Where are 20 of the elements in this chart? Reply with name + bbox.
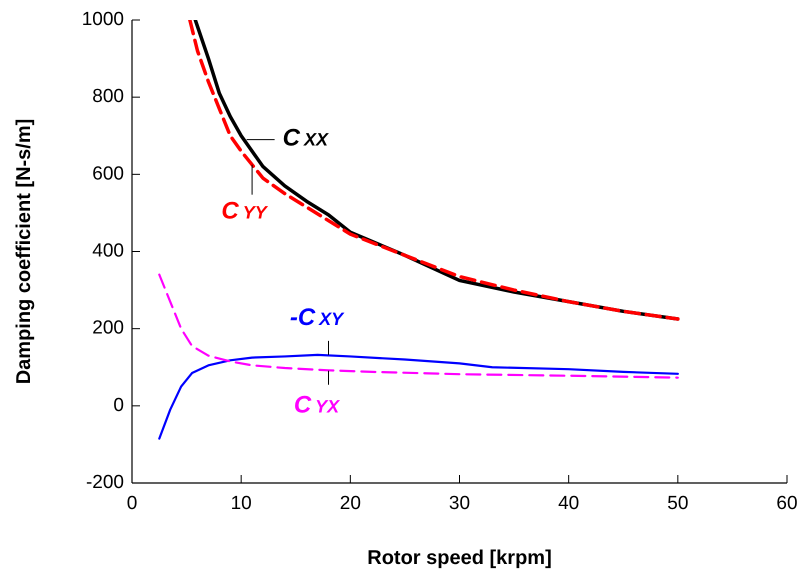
x-tick-label: 10 <box>230 493 252 514</box>
y-tick-label: 600 <box>92 163 124 184</box>
y-tick-label: 800 <box>92 86 124 108</box>
x-tick-label: 0 <box>126 493 138 514</box>
line-series <box>158 354 679 440</box>
y-tick-label: 1000 <box>82 9 124 30</box>
x-tick-label: 60 <box>776 493 798 514</box>
annotation: CXX <box>282 124 329 152</box>
y-tick-label: -200 <box>86 472 124 494</box>
y-axis-title: Damping coefficient [N-s/m] <box>13 118 35 384</box>
x-tick-label: 30 <box>448 493 470 514</box>
y-tick-label: 0 <box>113 394 124 416</box>
annotation: -CXY <box>290 304 346 332</box>
x-tick-label: 50 <box>667 493 688 514</box>
y-tick-label: 400 <box>92 240 124 262</box>
x-axis-title: Rotor speed [krpm] <box>367 547 552 569</box>
x-tick-label: 40 <box>558 493 580 514</box>
y-tick-label: 200 <box>92 318 124 339</box>
x-tick-label: 20 <box>340 493 361 514</box>
line-series <box>158 274 679 379</box>
